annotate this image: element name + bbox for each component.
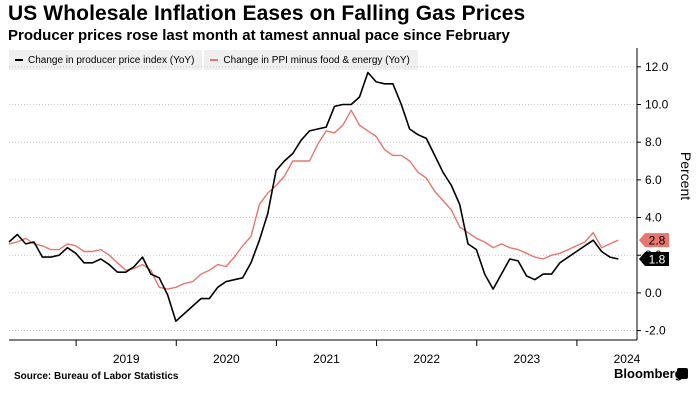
end-label-ppi: 1.8 <box>649 252 666 266</box>
series-line-core-ppi <box>8 109 619 290</box>
y-tick-label: 4.0 <box>645 211 662 225</box>
y-tick-label: 6.0 <box>645 173 662 187</box>
y-axis-title: Percent <box>678 152 694 200</box>
x-tick-label: 2023 <box>513 352 540 366</box>
y-tick-label: 12.0 <box>645 60 669 74</box>
bloomberg-mark-icon <box>677 368 688 379</box>
x-tick-label: 2021 <box>313 352 340 366</box>
chart-title: US Wholesale Inflation Eases on Falling … <box>8 2 526 25</box>
chart-subtitle: Producer prices rose last month at tames… <box>8 27 510 44</box>
series-line-ppi <box>8 71 619 323</box>
source-note: Source: Bureau of Labor Statistics <box>14 371 179 382</box>
y-tick-label: 10.0 <box>645 98 669 112</box>
end-label-core-ppi: 2.8 <box>649 234 666 248</box>
legend-swatch-ppi <box>15 59 23 61</box>
x-tick-label: 2020 <box>213 352 240 366</box>
x-tick-label: 2022 <box>413 352 440 366</box>
x-tick-label: 2019 <box>113 352 140 366</box>
y-tick-label: 8.0 <box>645 135 662 149</box>
x-tick-label: 2024 <box>614 352 641 366</box>
legend-label-ppi: Change in producer price index (YoY) <box>28 54 195 66</box>
y-tick-label: 0.0 <box>645 286 662 300</box>
legend-label-core-ppi: Change in PPI minus food & energy (YoY) <box>223 54 410 66</box>
legend: Change in producer price index (YoY) Cha… <box>9 50 420 70</box>
legend-swatch-core-ppi <box>210 59 219 61</box>
legend-item-ppi: Change in producer price index (YoY) <box>9 50 203 70</box>
y-tick-label: -2.0 <box>645 324 666 338</box>
end-label-bg-core-ppi <box>639 233 669 248</box>
bloomberg-logo: Bloomberg <box>614 366 683 381</box>
end-label-bg-ppi <box>639 251 669 266</box>
legend-item-core-ppi: Change in PPI minus food & energy (YoY) <box>204 50 418 70</box>
